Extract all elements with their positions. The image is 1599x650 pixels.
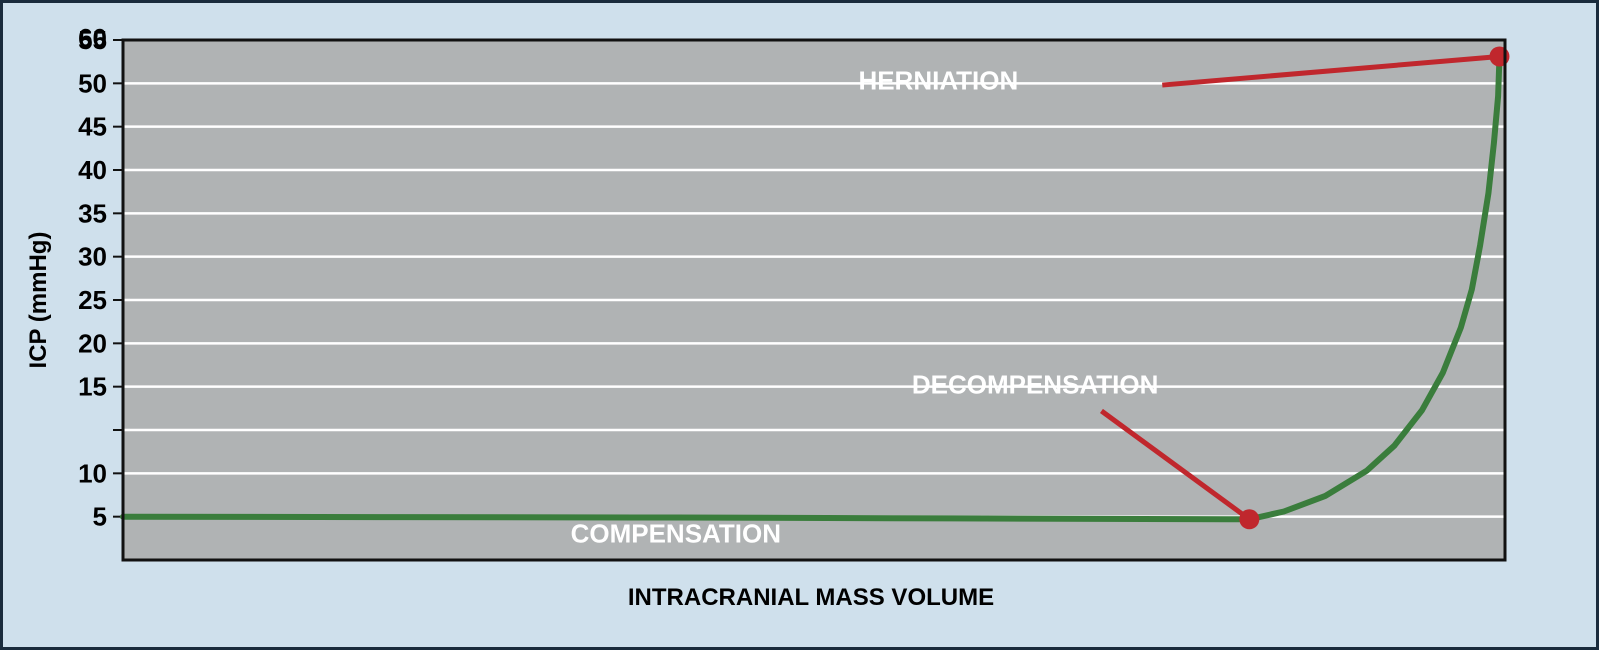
- y-tick-label: 15: [78, 372, 107, 402]
- annotation-label: HERNIATION: [858, 65, 1018, 95]
- y-tick-label: 5: [93, 502, 107, 532]
- y-tick-label-top: 60: [78, 23, 107, 53]
- y-tick-label: 45: [78, 112, 107, 142]
- plot-border: [121, 38, 1507, 562]
- y-axis-title: ICP (mmHg): [25, 232, 52, 369]
- y-tick-label: 10: [78, 458, 107, 488]
- y-tick-label: 55: [78, 25, 107, 55]
- annotation-label: COMPENSATION: [571, 519, 781, 549]
- y-tick-label: 35: [78, 198, 107, 228]
- annotation-point-marker: [1239, 509, 1260, 530]
- annotation-leader-line: [1162, 53, 1500, 88]
- icp-volume-chart: 5 10 15 20 25 30 35 40 45 50 55 60 COMPENSATION DEC…: [25, 23, 1510, 611]
- series-lines: [120, 53, 1503, 523]
- icp-curve: [120, 53, 1503, 523]
- annotations: COMPENSATION DECOMPENSATION HERNIATION: [571, 46, 1510, 549]
- y-tick-label: 25: [78, 285, 107, 315]
- annotation-leader-line: [1099, 408, 1251, 522]
- x-axis-title: INTRACRANIAL MASS VOLUME: [628, 584, 994, 611]
- y-tick-label: 30: [78, 242, 107, 272]
- y-tick-label: 40: [78, 155, 107, 185]
- y-tick-labels: 5 10 15 20 25 30 35 40 45 50 55: [78, 25, 107, 532]
- y-tick-label: 50: [78, 68, 107, 98]
- annotation-label: DECOMPENSATION: [912, 370, 1159, 400]
- gridlines: [113, 38, 1505, 518]
- y-tick-label: 20: [78, 328, 107, 358]
